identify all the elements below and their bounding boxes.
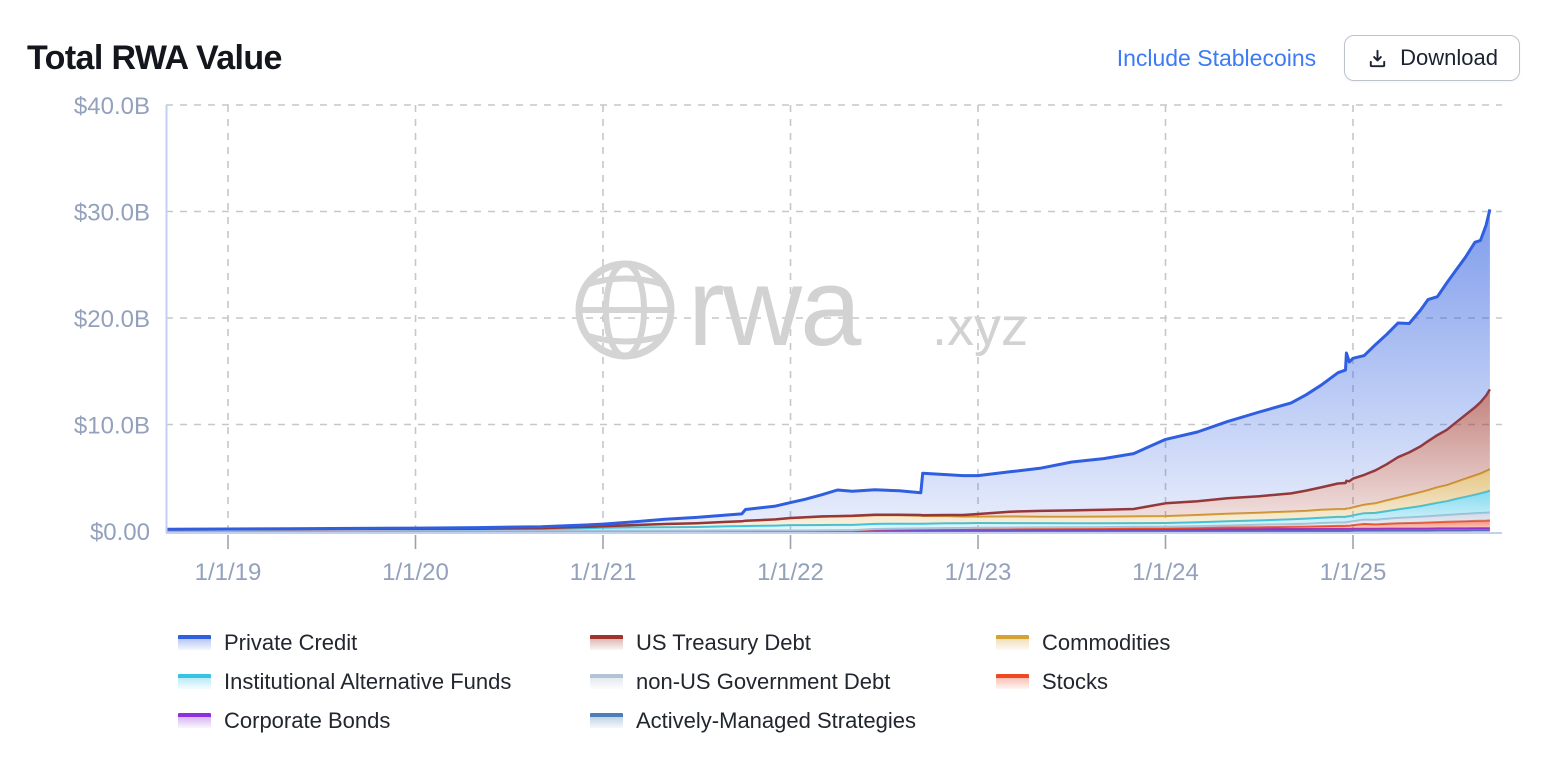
x-axis-label: 1/1/22 — [757, 559, 824, 586]
x-axis-label: 1/1/19 — [195, 559, 262, 586]
legend-item-commodities[interactable]: Commodities — [996, 628, 1546, 657]
legend-item-us-treasury-debt[interactable]: US Treasury Debt — [590, 628, 996, 657]
x-axis-label: 1/1/25 — [1320, 559, 1387, 586]
header-controls: Include Stablecoins Download — [1117, 35, 1520, 81]
download-button[interactable]: Download — [1344, 35, 1520, 81]
legend-label: Private Credit — [224, 629, 358, 655]
legend-item-actively-managed-strategies[interactable]: Actively-Managed Strategies — [590, 706, 996, 735]
area-corporate-bonds[interactable] — [166, 528, 1490, 531]
legend-swatch-institutional-alternative-funds — [178, 674, 211, 689]
legend-label: Corporate Bonds — [224, 707, 391, 733]
include-stablecoins-toggle[interactable]: Include Stablecoins — [1116, 44, 1317, 71]
legend-swatch-non-us-government-debt — [590, 674, 623, 689]
line-private-credit — [166, 209, 1492, 531]
watermark-suffix: .xyz — [932, 297, 1028, 357]
legend-label: non-US Government Debt — [636, 668, 891, 694]
legend-swatch-commodities — [996, 635, 1029, 650]
legend-label: Stocks — [1042, 668, 1109, 694]
watermark: rwa .xyz — [575, 246, 1028, 369]
axis-labels: $0.00 $10.0B $20.0B $30.0B $40.0B 1/1/19 1/1/2… — [74, 93, 1386, 586]
legend-label: Commodities — [1042, 629, 1171, 655]
grid-layer — [166, 104, 1502, 533]
download-icon — [1366, 47, 1389, 70]
x-axis-label: 1/1/23 — [945, 559, 1012, 586]
page-title: Total RWA Value — [27, 38, 282, 77]
chart-legend: Private Credit US Treasury Debt Commoditie… — [178, 628, 1546, 735]
globe-icon — [575, 260, 675, 360]
watermark-brand: rwa — [688, 246, 862, 369]
area-private-credit[interactable] — [166, 209, 1490, 530]
legend-swatch-stocks — [996, 674, 1029, 689]
axis-layer — [165, 105, 1502, 549]
legend-label: Institutional Alternative Funds — [224, 668, 512, 694]
chart-header: Total RWA Value Include Stablecoins Down… — [0, 0, 1546, 86]
total-rwa-value-chart[interactable]: rwa .xyz $0.00 $10.0B $20.0B $30.0B $40.0B 1/… — [0, 88, 1546, 608]
legend-swatch-us-treasury-debt — [590, 635, 623, 650]
legend-item-private-credit[interactable]: Private Credit — [178, 628, 590, 657]
legend-label: US Treasury Debt — [636, 629, 811, 655]
area-layer — [166, 209, 1492, 532]
y-axis-label: $20.0B — [74, 306, 150, 333]
y-axis-label: $30.0B — [74, 200, 150, 227]
y-axis-label: $10.0B — [74, 413, 150, 440]
legend-item-non-us-government-debt[interactable]: non-US Government Debt — [590, 667, 996, 696]
legend-swatch-private-credit — [178, 635, 211, 650]
legend-label: Actively-Managed Strategies — [636, 707, 917, 733]
legend-swatch-actively-managed-strategies — [590, 713, 623, 728]
y-axis-label: $40.0B — [74, 93, 150, 120]
x-axis-label: 1/1/24 — [1132, 559, 1199, 586]
x-axis-label: 1/1/20 — [382, 559, 449, 586]
y-axis-label: $0.00 — [90, 519, 150, 546]
legend-swatch-corporate-bonds — [178, 713, 211, 728]
legend-item-stocks[interactable]: Stocks — [996, 667, 1546, 696]
legend-item-corporate-bonds[interactable]: Corporate Bonds — [178, 706, 590, 735]
legend-item-institutional-alternative-funds[interactable]: Institutional Alternative Funds — [178, 667, 590, 696]
download-label: Download — [1400, 45, 1498, 70]
x-axis-label: 1/1/21 — [570, 559, 637, 586]
